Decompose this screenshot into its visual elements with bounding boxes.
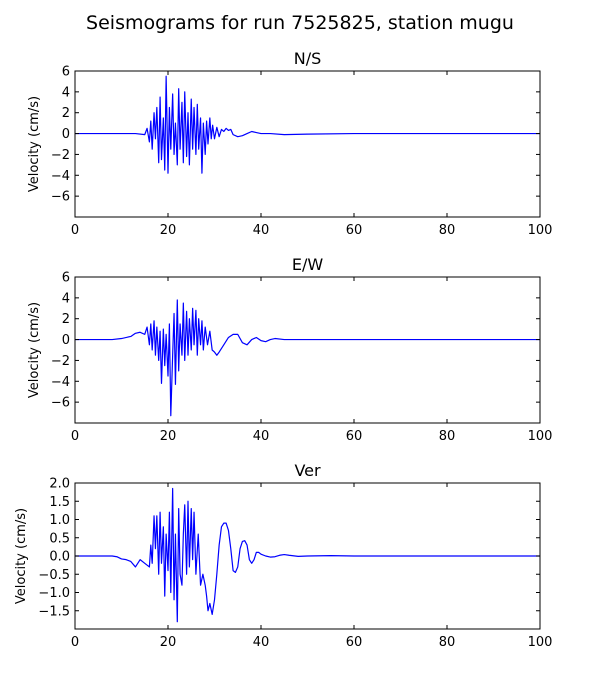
x-tick-label: 80 [439,429,456,444]
panel-title: N/S [294,49,322,68]
figure-title: Seismograms for run 7525825, station mug… [86,12,514,34]
series-line [75,299,540,417]
x-tick-label: 60 [346,223,363,238]
series-line [75,75,540,174]
y-tick-label: 2.0 [49,477,70,492]
y-tick-label: −2 [51,354,70,369]
panel-title: E/W [292,255,324,274]
y-tick-label: 0 [62,127,70,142]
y-tick-label: −4 [51,375,70,390]
x-tick-label: 0 [71,429,79,444]
panel-ew: E/W Velocity (cm/s) 0 20 40 60 80 1006420−2−4… [27,255,552,444]
y-axis-label: Velocity (cm/s) [27,96,42,192]
x-tick-label: 20 [160,223,177,238]
x-tick-label: 20 [160,635,177,650]
x-tick-label: 80 [439,635,456,650]
y-tick-label: −1.0 [38,586,70,601]
y-tick-label: 0.5 [49,531,70,546]
y-tick-label: −2 [51,148,70,163]
x-tick-label: 100 [528,223,553,238]
y-tick-label: 6 [62,271,70,286]
x-tick-label: 20 [160,429,177,444]
y-tick-label: −6 [51,396,70,411]
x-tick-label: 60 [346,635,363,650]
series-line [75,487,540,623]
y-tick-label: 1.0 [49,513,70,528]
panel-ver: Ver Velocity (cm/s) 0 20 40 60 80 100 2.0 1.5 1.… [14,461,552,650]
x-tick-label: 100 [528,635,553,650]
y-axis-label: Velocity (cm/s) [27,302,42,398]
y-tick-label: 4 [62,85,70,100]
panel-ns: N/S Velocity (cm/s) 0 20 40 60 80 1006420−2−4… [27,49,552,238]
x-tick-label: 40 [253,429,270,444]
y-tick-label: −0.5 [38,568,70,583]
x-tick-label: 60 [346,429,363,444]
y-tick-label: 0.0 [49,550,70,565]
y-tick-label: −6 [51,190,70,205]
axes-frame [74,70,541,218]
y-tick-label: −4 [51,169,70,184]
y-tick-label: 1.5 [49,495,70,510]
y-axis-label: Velocity (cm/s) [14,508,29,604]
x-tick-label: 40 [253,223,270,238]
y-tick-label: 2 [62,106,70,121]
y-tick-label: −1.5 [38,604,70,619]
axes-frame [74,276,541,424]
y-tick-label: 6 [62,65,70,80]
x-tick-label: 0 [71,223,79,238]
y-tick-label: 2 [62,312,70,327]
y-tick-label: 4 [62,291,70,306]
x-tick-label: 100 [528,429,553,444]
x-tick-label: 0 [71,635,79,650]
x-tick-label: 80 [439,223,456,238]
y-tick-label: 0 [62,333,70,348]
x-tick-label: 40 [253,635,270,650]
panel-title: Ver [294,461,321,480]
